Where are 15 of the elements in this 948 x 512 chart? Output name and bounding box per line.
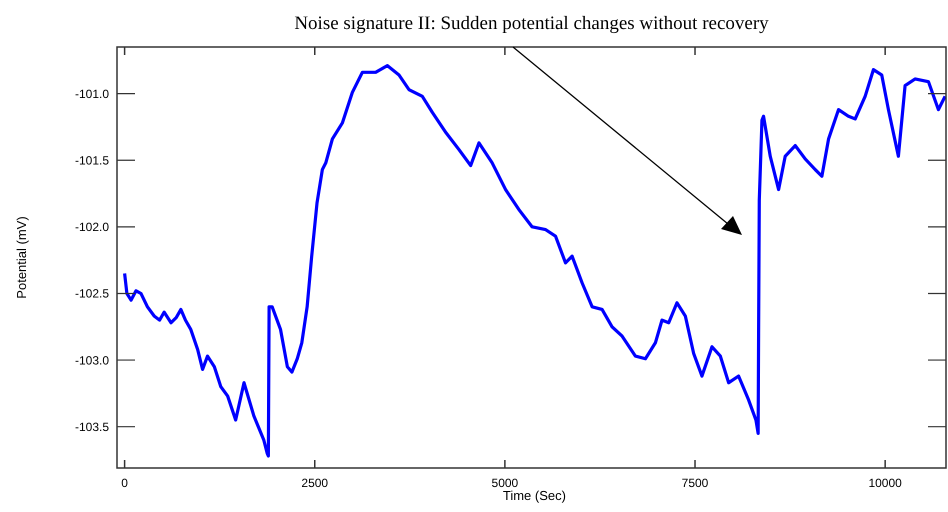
chart-title: Noise signature II: Sudden potential changes without recovery [294,13,770,34]
y-tick-label: -102.0 [74,220,110,234]
y-tick-label: -101.5 [74,153,110,168]
y-tick-label: -101.0 [74,86,110,101]
x-tick-label: 5000 [492,476,519,490]
y-tick-label: -103.5 [74,420,110,434]
x-tick-label: 0 [121,476,128,490]
x-tick-label: 10000 [868,476,902,490]
x-tick-label: 2500 [301,476,328,490]
x-tick-label: 7500 [682,476,709,490]
y-tick-label: -102.5 [74,286,110,301]
x-axis-title: Time (Sec) [502,488,566,503]
y-tick-label: -103.0 [74,353,110,368]
y-axis-title: Potential (mV) [14,216,29,299]
line-series [123,64,946,458]
